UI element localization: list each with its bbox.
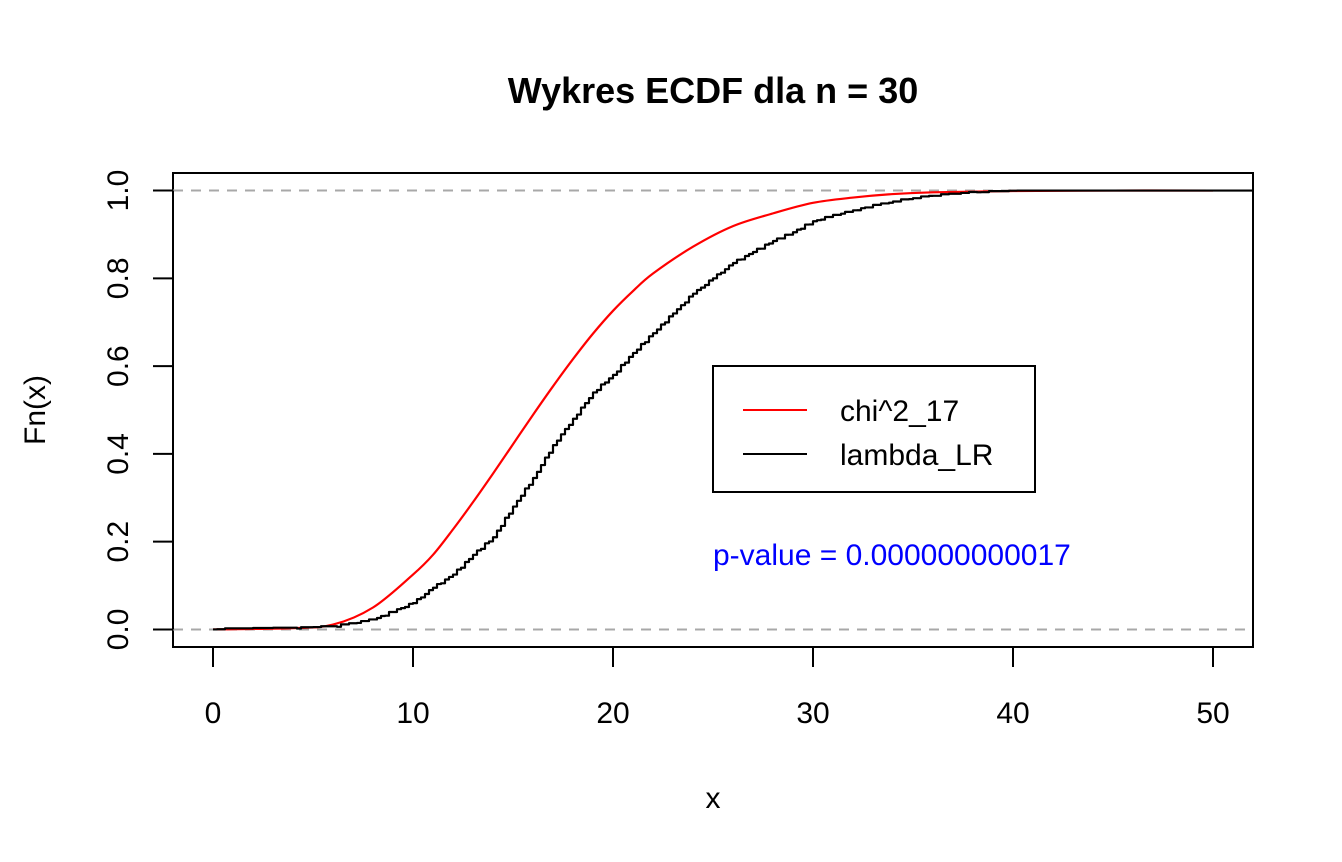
y-axis-label: Fn(x) [19,375,52,445]
series-group [212,189,1253,631]
x-tick-label: 40 [996,697,1029,730]
chart-title: Wykres ECDF dla n = 30 [508,70,919,111]
legend: chi^2_17 lambda_LR [712,365,1036,493]
y-tick-label: 0.0 [102,609,135,651]
x-tick-label: 10 [396,697,429,730]
series-line-lambda-lr [213,189,1253,631]
p-value-annotation: p-value = 0.000000000017 [713,539,1071,572]
y-tick-label: 0.6 [102,345,135,387]
x-axis-label: x [706,782,721,815]
y-axis: 0.0 0.2 0.4 0.6 0.8 1.0 [102,170,174,651]
x-tick-label: 50 [1196,697,1229,730]
x-tick-label: 0 [205,697,222,730]
x-tick-label: 20 [596,697,629,730]
x-axis: 0 10 20 30 40 50 [205,646,1230,730]
y-tick-label: 1.0 [102,170,135,212]
series-line-chi-2-17 [212,189,1214,631]
x-tick-label: 30 [796,697,829,730]
legend-label-lambda: lambda_LR [840,439,993,472]
y-tick-label: 0.8 [102,257,135,299]
legend-box [712,365,1036,493]
legend-label-chi2: chi^2_17 [840,395,959,428]
y-tick-label: 0.4 [102,433,135,475]
y-tick-label: 0.2 [102,521,135,563]
